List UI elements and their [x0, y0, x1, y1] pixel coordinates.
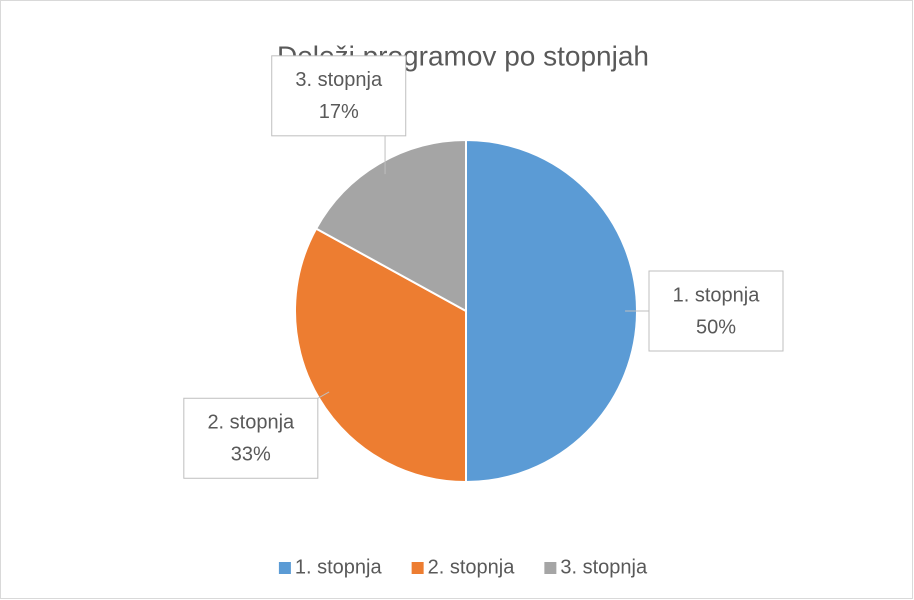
callout-leader [317, 391, 330, 399]
callout-box [271, 55, 407, 137]
legend-swatch [544, 562, 557, 574]
data-label-value: 50% [696, 316, 736, 338]
legend-swatch [411, 562, 424, 574]
callout-box [648, 270, 784, 352]
data-label-category: 2. stopnja [207, 412, 295, 434]
data-label-category: 1. stopnja [673, 284, 761, 306]
legend-label: 3. stopnja [560, 556, 648, 578]
data-label-value: 33% [231, 444, 271, 466]
legend-label: 1. stopnja [295, 556, 383, 578]
data-label-value: 17% [319, 101, 359, 123]
legend-label: 2. stopnja [428, 556, 516, 578]
pie-slice [314, 138, 467, 313]
data-label-category: 3. stopnja [295, 69, 383, 91]
legend-swatch [278, 562, 291, 574]
callout-box [183, 397, 319, 479]
